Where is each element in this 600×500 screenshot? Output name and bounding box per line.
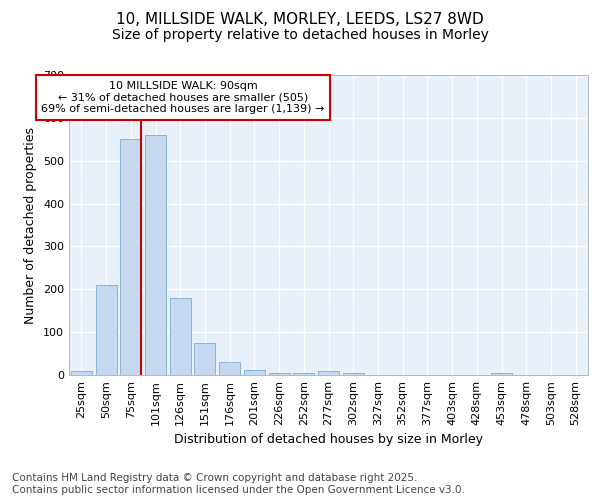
Text: Contains HM Land Registry data © Crown copyright and database right 2025.
Contai: Contains HM Land Registry data © Crown c… [12,474,465,495]
Bar [120,140,141,375]
Bar [145,135,166,375]
Text: 10, MILLSIDE WALK, MORLEY, LEEDS, LS27 8WD: 10, MILLSIDE WALK, MORLEY, LEEDS, LS27 8… [116,12,484,28]
Bar [170,298,191,375]
Bar [491,373,512,375]
X-axis label: Distribution of detached houses by size in Morley: Distribution of detached houses by size … [174,434,483,446]
Bar [95,285,116,375]
Bar [343,373,364,375]
Bar [194,343,215,375]
Bar [244,370,265,375]
Text: Size of property relative to detached houses in Morley: Size of property relative to detached ho… [112,28,488,42]
Bar [71,370,92,375]
Bar [293,374,314,375]
Bar [269,373,290,375]
Text: 10 MILLSIDE WALK: 90sqm
← 31% of detached houses are smaller (505)
69% of semi-d: 10 MILLSIDE WALK: 90sqm ← 31% of detache… [41,81,325,114]
Bar [318,370,339,375]
Y-axis label: Number of detached properties: Number of detached properties [25,126,37,324]
Bar [219,362,240,375]
